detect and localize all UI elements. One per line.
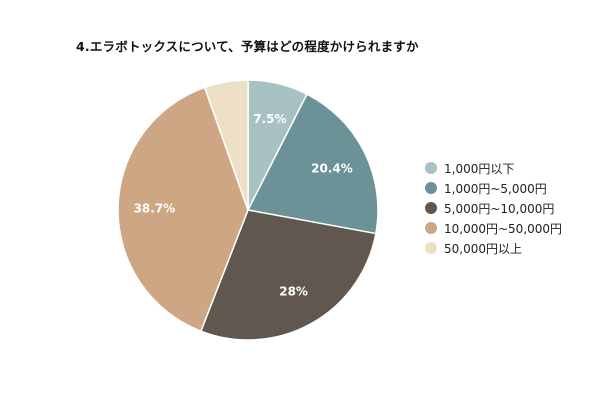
legend-swatch [425, 242, 437, 254]
legend-swatch [425, 182, 437, 194]
pie-slice [117, 86, 249, 333]
legend-label: 10,000円~50,000円 [444, 221, 563, 236]
chart-legend: 1,000円以下 1,000円~5,000円 5,000円~10,000円 10,00… [425, 158, 562, 258]
legend-item: 5,000円~10,000円 [425, 198, 562, 218]
legend-label: 50,000円以上 [444, 241, 522, 256]
slice-data-label: 28% [279, 285, 308, 299]
legend-item: 1,000円以下 [425, 158, 562, 178]
legend-label: 5,000円~10,000円 [444, 201, 555, 216]
legend-item: 50,000円以上 [425, 238, 562, 258]
legend-swatch [425, 222, 437, 234]
legend-swatch [425, 202, 437, 214]
slice-data-label: 7.5% [253, 112, 286, 126]
legend-swatch [425, 162, 437, 174]
legend-label: 1,000円以下 [444, 161, 515, 176]
pie-slice [246, 93, 379, 235]
slice-data-label: 38.7% [134, 202, 176, 216]
chart-title: 4.エラボトックスについて、予算はどの程度かけられますか [76, 39, 419, 54]
legend-item: 10,000円~50,000円 [425, 218, 562, 238]
legend-label: 1,000円~5,000円 [444, 181, 547, 196]
slice-data-label: 20.4% [311, 162, 353, 176]
pie-slice [199, 209, 377, 341]
legend-item: 1,000円~5,000円 [425, 178, 562, 198]
pie-slice [203, 79, 249, 211]
